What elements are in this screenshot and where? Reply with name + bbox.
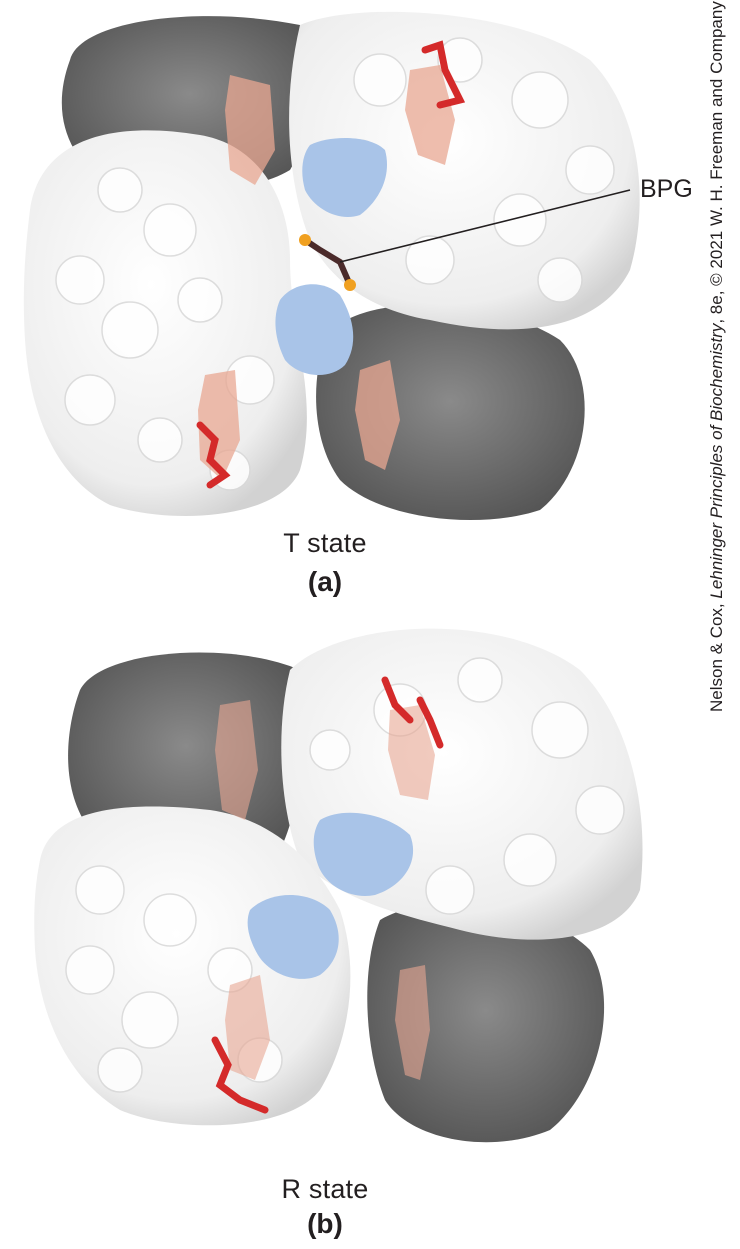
r-state-label: R state — [281, 1174, 369, 1204]
heme-lower-right — [395, 965, 430, 1080]
panel-a-letter: (a) — [307, 566, 343, 597]
credit-prefix: Nelson & Cox, — [707, 598, 726, 712]
contact-region-upper — [313, 812, 414, 896]
t-state-label: T state — [283, 528, 367, 558]
heme-lower-right — [355, 360, 400, 470]
residue-lower-left — [211, 1036, 269, 1114]
heme-upper-left — [225, 75, 275, 185]
residue-upper-right — [421, 40, 466, 109]
residue-upper-right-a — [381, 676, 414, 724]
t-state-surface-image — [23, 11, 640, 520]
heme-lower-left — [225, 975, 270, 1080]
bpg-callout-line — [339, 189, 631, 263]
heme-upper-right — [405, 65, 455, 165]
panel-b-letter: (b) — [307, 1208, 343, 1239]
heme-upper-left — [215, 700, 258, 820]
credit-suffix: , 8e, © 2021 W. H. Freeman and Company — [707, 1, 726, 324]
credit-book-title: Lehninger Principles of Biochemistry — [707, 323, 726, 599]
residue-lower-left — [196, 421, 231, 489]
residue-upper-right-b — [416, 696, 444, 749]
copyright-credit: Nelson & Cox, Lehninger Principles of Bi… — [707, 0, 727, 712]
heme-upper-right — [388, 705, 435, 800]
r-state-surface-image — [34, 628, 643, 1143]
contact-region-upper — [302, 138, 388, 218]
contact-region-lower — [247, 895, 339, 979]
bpg-molecule — [299, 234, 356, 291]
contact-region-lower — [275, 284, 354, 376]
dark-subunit-lower-right — [367, 903, 605, 1143]
bpg-callout-label: BPG — [640, 175, 693, 203]
